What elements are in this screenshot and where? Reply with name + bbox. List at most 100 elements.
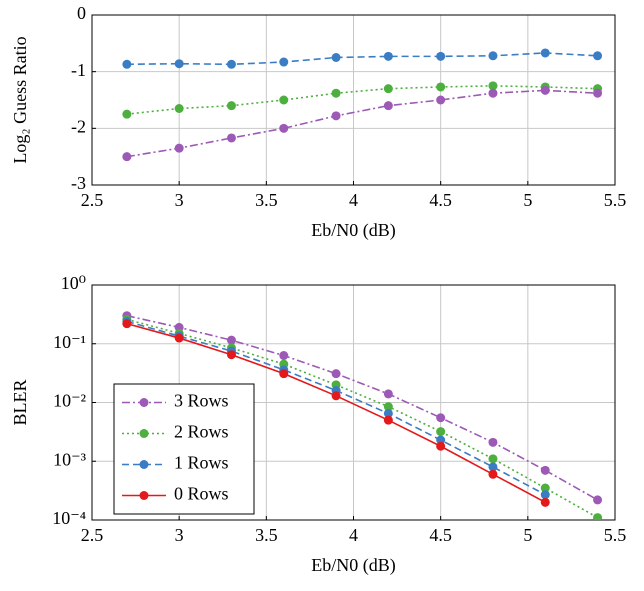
data-point <box>436 82 446 92</box>
x-tick-label: 2.5 <box>81 525 104 545</box>
data-point <box>540 465 550 475</box>
plot-frame <box>91 284 616 521</box>
series-line <box>126 89 598 158</box>
x-axis-label: Eb/N0 (dB) <box>311 555 396 576</box>
data-point <box>279 57 289 67</box>
data-point <box>226 350 236 360</box>
data-point <box>331 111 341 121</box>
x-tick-label: 3.5 <box>255 190 278 210</box>
y-tick-label: 10⁻⁴ <box>52 508 86 528</box>
data-point <box>279 351 289 361</box>
data-point <box>436 427 446 437</box>
data-point <box>436 413 446 423</box>
data-point <box>122 152 132 162</box>
x-tick-label: 4.5 <box>429 525 452 545</box>
x-tick-label: 4 <box>349 525 358 545</box>
y-tick-label: 10⁻³ <box>53 449 87 469</box>
x-tick-label: 4.5 <box>429 190 452 210</box>
data-point <box>540 490 550 500</box>
data-point <box>122 319 132 329</box>
data-point <box>593 88 603 98</box>
x-tick-label: 3.5 <box>255 525 278 545</box>
y-axis-label: Log₂ Guess Ratio <box>10 36 30 163</box>
legend-marker <box>139 398 149 407</box>
data-point <box>226 335 236 345</box>
x-tick-label: 4 <box>349 190 358 210</box>
plot-area <box>122 48 603 162</box>
data-point <box>331 88 341 98</box>
data-point <box>383 51 393 61</box>
data-point <box>122 109 132 119</box>
data-point <box>488 462 498 472</box>
y-tick-label: -2 <box>71 116 86 136</box>
data-point <box>540 48 550 58</box>
data-point <box>488 81 498 91</box>
data-point <box>436 95 446 105</box>
legend-label: 1 Rows <box>174 453 229 473</box>
y-tick-label: 0 <box>77 3 86 23</box>
y-axis-label: BLER <box>10 379 30 425</box>
x-tick-label: 5.5 <box>604 525 627 545</box>
data-point <box>174 333 184 343</box>
data-point <box>331 53 341 62</box>
data-point <box>174 59 184 69</box>
data-point <box>593 513 603 520</box>
data-point <box>174 104 184 113</box>
x-tick-label: 3 <box>175 190 184 210</box>
y-tick-label: 10⁰ <box>61 273 86 293</box>
x-tick-label: 5 <box>523 190 532 210</box>
series-line <box>126 314 598 501</box>
data-point <box>488 469 498 479</box>
y-tick-label: 10⁻¹ <box>53 332 86 352</box>
data-point <box>226 133 236 143</box>
data-point <box>331 391 341 401</box>
chart: 2.5 3 3.5 4 4.5 5 5.5 10⁻⁴ 10⁻³ 10⁻² 10⁻¹ 10⁰ Eb/N0 … <box>10 273 626 576</box>
y-tick-label: 10⁻² <box>53 391 86 411</box>
data-point <box>488 88 498 98</box>
legend-marker <box>139 460 149 469</box>
series-line <box>126 318 598 519</box>
data-point <box>436 51 446 61</box>
data-point <box>383 389 393 399</box>
data-point <box>436 435 446 445</box>
legend-box <box>113 383 255 515</box>
plot-area <box>122 311 603 520</box>
data-point <box>383 402 393 412</box>
legend-marker <box>139 491 149 500</box>
y-tick-label: -1 <box>71 60 86 80</box>
data-point <box>383 101 393 111</box>
data-point <box>279 95 289 105</box>
data-point <box>174 143 184 153</box>
data-point <box>488 51 498 61</box>
data-point <box>331 369 341 379</box>
legend-label: 0 Rows <box>174 484 229 504</box>
data-point <box>436 441 446 451</box>
data-point <box>488 454 498 464</box>
data-point <box>540 497 550 507</box>
legend-label: 2 Rows <box>174 422 229 442</box>
data-point <box>593 51 603 61</box>
data-point <box>122 59 132 69</box>
series-line <box>126 85 598 115</box>
x-axis-label: Eb/N0 (dB) <box>311 220 396 241</box>
data-point <box>383 84 393 94</box>
legend-marker <box>139 429 149 438</box>
series-line <box>126 52 598 66</box>
legend-label: 3 Rows <box>174 391 229 411</box>
x-tick-label: 3 <box>175 525 184 545</box>
data-point <box>383 415 393 425</box>
x-tick-label: 5.5 <box>604 190 627 210</box>
data-point <box>226 101 236 111</box>
data-point <box>540 483 550 493</box>
data-point <box>488 437 498 447</box>
chart: 2.5 3 3.5 4 4.5 5 5.5 -3 -2 -1 0 Eb/N0 (dB) Log₂ Gue… <box>10 3 626 241</box>
data-point <box>593 495 603 505</box>
data-point <box>279 369 289 379</box>
x-tick-label: 5 <box>523 525 532 545</box>
data-point <box>383 408 393 418</box>
x-tick-label: 2.5 <box>81 190 104 210</box>
data-point <box>279 123 289 133</box>
plot-frame <box>91 14 616 186</box>
data-point <box>226 59 236 69</box>
